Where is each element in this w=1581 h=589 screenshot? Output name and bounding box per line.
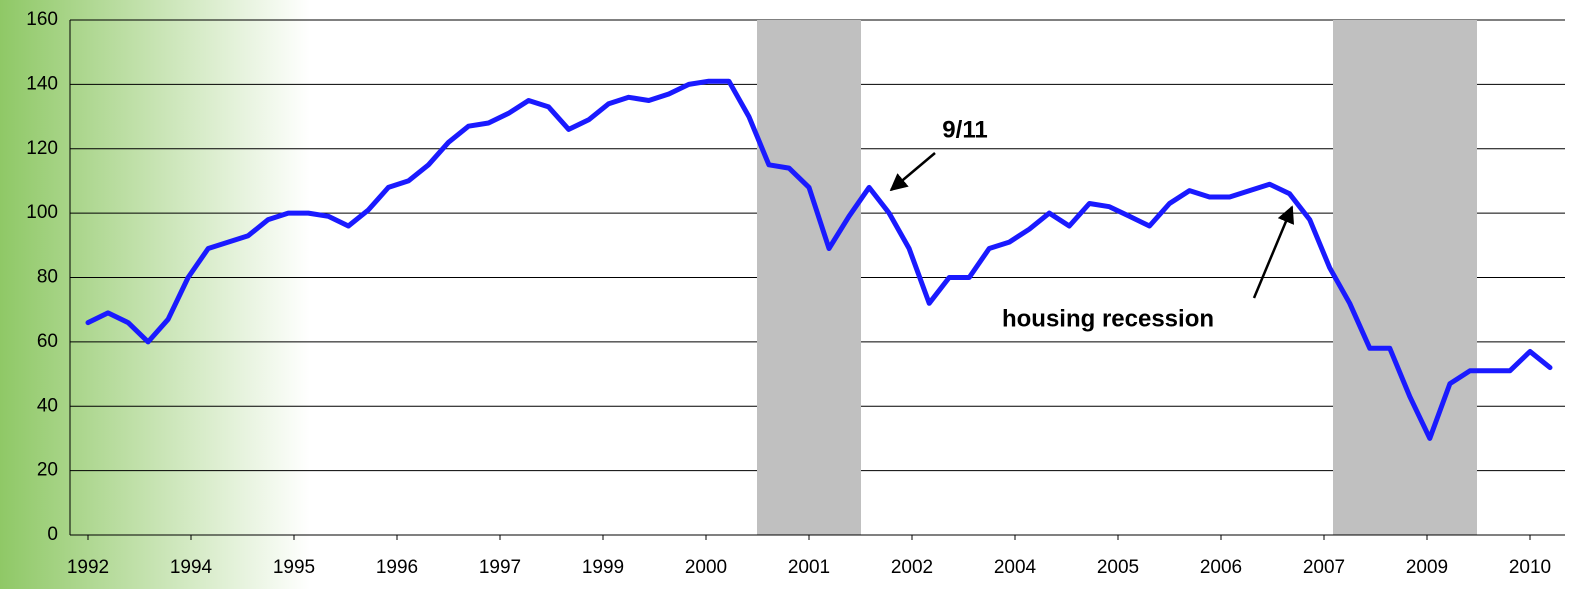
x-tick-label: 1995 [273, 557, 315, 578]
y-tick-label: 0 [47, 524, 58, 545]
x-tick-label: 2001 [788, 557, 830, 578]
x-tick-label: 2007 [1303, 557, 1345, 578]
y-tick-label: 160 [26, 9, 58, 30]
y-tick-label: 100 [26, 202, 58, 223]
annotation: 9/11 [942, 116, 987, 143]
x-tick-label: 2006 [1200, 557, 1242, 578]
x-tick-label: 2010 [1509, 557, 1551, 578]
x-tick-label: 2009 [1406, 557, 1448, 578]
x-tick-label: 1999 [582, 557, 624, 578]
annotation-arrow [889, 152, 936, 192]
background-gradient [0, 0, 310, 589]
y-tick-label: 120 [26, 138, 58, 159]
x-tick-label: 1992 [67, 557, 109, 578]
x-tick-label: 2004 [994, 557, 1037, 578]
annotation: housing recession [1002, 305, 1214, 332]
recession-shade [757, 20, 861, 535]
y-tick-label: 60 [37, 331, 58, 352]
x-tick-label: 1996 [376, 557, 418, 578]
annotation-arrow [1252, 205, 1295, 299]
y-tick-label: 140 [26, 73, 58, 94]
y-tick-label: 40 [37, 395, 58, 416]
x-tick-label: 1994 [170, 557, 213, 578]
x-tick-label: 2000 [685, 557, 727, 578]
x-tick-label: 1997 [479, 557, 521, 578]
y-tick-label: 20 [37, 460, 58, 481]
y-tick-label: 80 [37, 267, 58, 288]
x-tick-label: 2005 [1097, 557, 1139, 578]
x-tick-label: 2002 [891, 557, 933, 578]
recession-shade [1333, 20, 1477, 535]
data-line [85, 78, 1553, 441]
